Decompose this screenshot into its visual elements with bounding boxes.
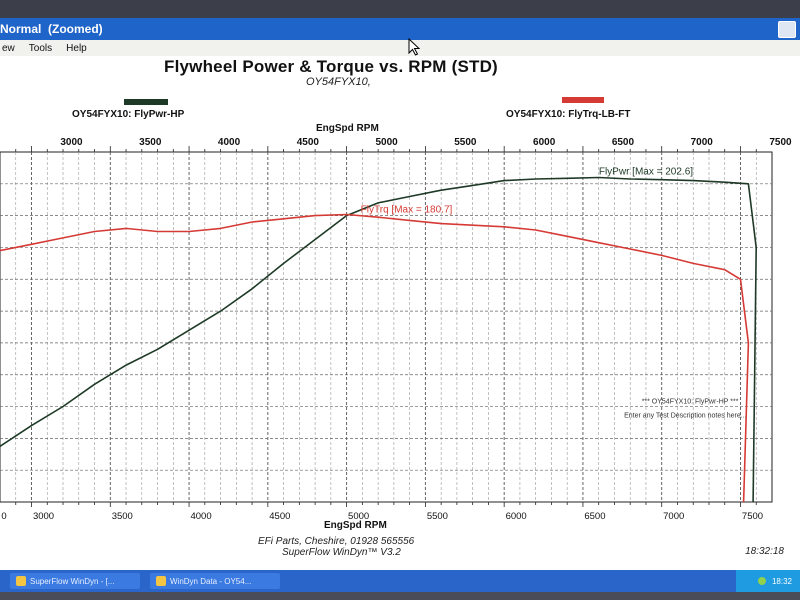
mouse-cursor-icon — [408, 38, 421, 56]
x-tick-label-bottom: 7500 — [742, 511, 763, 522]
x-axis-title-bottom: EngSpd RPM — [324, 520, 387, 531]
system-tray: 18:32 — [736, 570, 800, 592]
x-tick-label-top: 5000 — [375, 137, 398, 148]
legend-power-swatch — [124, 99, 168, 105]
x-tick-label-bottom: 4000 — [190, 511, 211, 522]
x-tick-label-bottom: 5500 — [427, 511, 448, 522]
footer-company: EFi Parts, Cheshire, 01928 565556 — [258, 536, 415, 547]
legend-torque-swatch — [562, 97, 604, 103]
power-torque-chart: 3000 3500 4000 4500 5000 5500 6000 6500 7000 7500… — [0, 137, 792, 522]
report-time: 18:32:18 — [745, 546, 784, 557]
taskbar-item-data-label: WinDyn Data - OY54... — [170, 576, 252, 586]
chart-title: Flywheel Power & Torque vs. RPM (STD) — [164, 57, 498, 76]
maximize-button[interactable] — [778, 21, 796, 38]
window-title: Normal (Zoomed) — [0, 22, 103, 36]
power-series-line — [0, 176, 758, 503]
legend-power-label: OY54FYX10: FlyPwr-HP — [72, 109, 185, 120]
x-tick-label-bottom: 4500 — [269, 511, 290, 522]
windyn-app-icon — [16, 576, 26, 586]
torque-max-annotation: FlyTrq [Max = 180.7] — [361, 204, 453, 215]
taskbar: SuperFlow WinDyn - [... WinDyn Data - OY… — [0, 570, 800, 592]
network-icon[interactable] — [757, 577, 766, 585]
x-tick-label-bottom: 6000 — [506, 511, 527, 522]
menu-bar: ew Tools Help — [0, 40, 800, 56]
x-tick-label-bottom: 0 — [1, 511, 6, 522]
window-titlebar[interactable]: Normal (Zoomed) — [0, 18, 800, 40]
menu-item-view[interactable]: ew — [2, 42, 15, 54]
x-tick-label-top: 6500 — [612, 137, 635, 148]
test-notes-annotation: *** OY54FYX10: FlyPwr-HP *** — [642, 398, 739, 405]
x-tick-label-bottom: 7000 — [663, 511, 684, 522]
data-window-icon — [156, 576, 166, 586]
taskbar-item-data[interactable]: WinDyn Data - OY54... — [150, 573, 280, 589]
menu-item-tools[interactable]: Tools — [28, 42, 53, 54]
x-tick-label-top: 7000 — [691, 137, 714, 148]
torque-series-line — [0, 213, 750, 503]
footer-software: SuperFlow WinDyn™ V3.2 — [282, 547, 401, 558]
menu-item-help[interactable]: Help — [66, 42, 87, 54]
x-tick-label-bottom: 3500 — [112, 511, 133, 522]
screen-top-bezel — [0, 0, 800, 18]
plot-area — [0, 151, 773, 503]
tray-clock: 18:32 — [771, 576, 792, 586]
x-tick-label-top: 3000 — [60, 137, 83, 148]
x-tick-label-top: 5500 — [454, 137, 477, 148]
legend-torque-label: OY54FYX10: FlyTrq-LB-FT — [506, 109, 631, 120]
x-axis-title-top: EngSpd RPM — [316, 123, 379, 134]
taskbar-item-windyn-label: SuperFlow WinDyn - [... — [30, 576, 115, 586]
taskbar-item-windyn[interactable]: SuperFlow WinDyn - [... — [10, 573, 140, 589]
power-max-annotation: FlyPwr [Max = 202.6] — [599, 166, 693, 177]
x-tick-label-bottom: 6500 — [584, 511, 605, 522]
x-tick-label-top: 4000 — [218, 137, 241, 148]
x-tick-label-top: 4500 — [297, 137, 320, 148]
x-tick-label-top: 7500 — [769, 137, 792, 148]
x-tick-label-top: 6000 — [533, 137, 556, 148]
x-tick-label-bottom: 3000 — [33, 511, 54, 522]
x-tick-label-bottom: 5000 — [348, 511, 369, 522]
screen-bottom-bezel — [0, 592, 800, 600]
x-tick-label-top: 3500 — [139, 137, 162, 148]
chart-subtitle: OY54FYX10, — [306, 76, 371, 88]
test-notes-annotation: Enter any Test Description notes here... — [624, 413, 746, 420]
